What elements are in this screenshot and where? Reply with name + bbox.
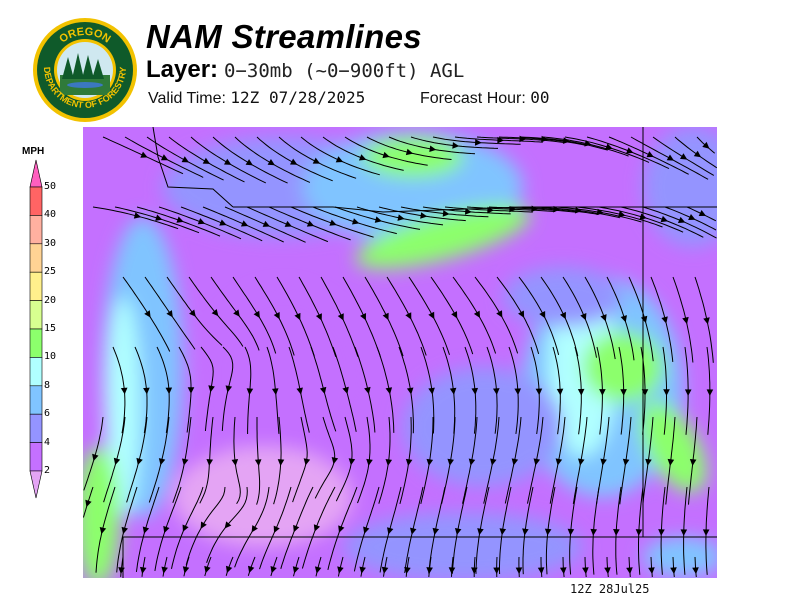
legend-tick-label: 25 xyxy=(44,266,56,277)
legend-band-15-20 xyxy=(30,301,42,329)
legend-band-8-10 xyxy=(30,357,42,385)
legend-tick-label: 15 xyxy=(44,323,56,334)
legend-tick-label: 6 xyxy=(44,408,50,419)
legend-tick-label: 4 xyxy=(44,437,50,448)
legend-band-25-30 xyxy=(30,244,42,272)
valid-time-label: Valid Time: xyxy=(148,90,226,107)
legend-band-40-50 xyxy=(30,187,42,215)
legend-arrow-below xyxy=(30,471,42,498)
forecast-hour-label: Forecast Hour: xyxy=(420,90,526,107)
legend-tick-label: 20 xyxy=(44,295,56,306)
legend-tick-label: 10 xyxy=(44,351,56,362)
legend-band-30-40 xyxy=(30,215,42,243)
legend-band-6-8 xyxy=(30,386,42,414)
legend-tick-label: 8 xyxy=(44,380,50,391)
legend-band-4-6 xyxy=(30,414,42,442)
legend-tick-label: 30 xyxy=(44,238,56,249)
page-title: NAM Streamlines xyxy=(146,18,422,56)
legend-tick-label: 2 xyxy=(44,465,50,476)
valid-time-value: 12Z 07/28/2025 xyxy=(230,88,365,107)
forecast-hour: Forecast Hour: 00 xyxy=(420,88,550,108)
legend-tick-label: 40 xyxy=(44,209,56,220)
layer-value: 0−30mb (~0−900ft) AGL xyxy=(224,60,464,82)
legend-tick-label: 50 xyxy=(44,181,56,192)
streamline-map xyxy=(83,127,717,578)
legend-band-2-4 xyxy=(30,443,42,471)
map-timestamp: 12Z 28Jul25 xyxy=(570,582,649,596)
legend-band-20-25 xyxy=(30,272,42,300)
forecast-hour-value: 00 xyxy=(530,88,549,107)
color-legend: 50 40 30 25 20 15 10 8 6 4 2 xyxy=(0,0,80,600)
valid-time: Valid Time: 12Z 07/28/2025 xyxy=(148,88,365,108)
legend-arrow-above xyxy=(30,160,42,187)
layer-info: Layer: 0−30mb (~0−900ft) AGL xyxy=(146,56,464,84)
legend-band-10-15 xyxy=(30,329,42,357)
layer-label: Layer: xyxy=(146,56,218,83)
legend-colorbar xyxy=(0,0,80,600)
